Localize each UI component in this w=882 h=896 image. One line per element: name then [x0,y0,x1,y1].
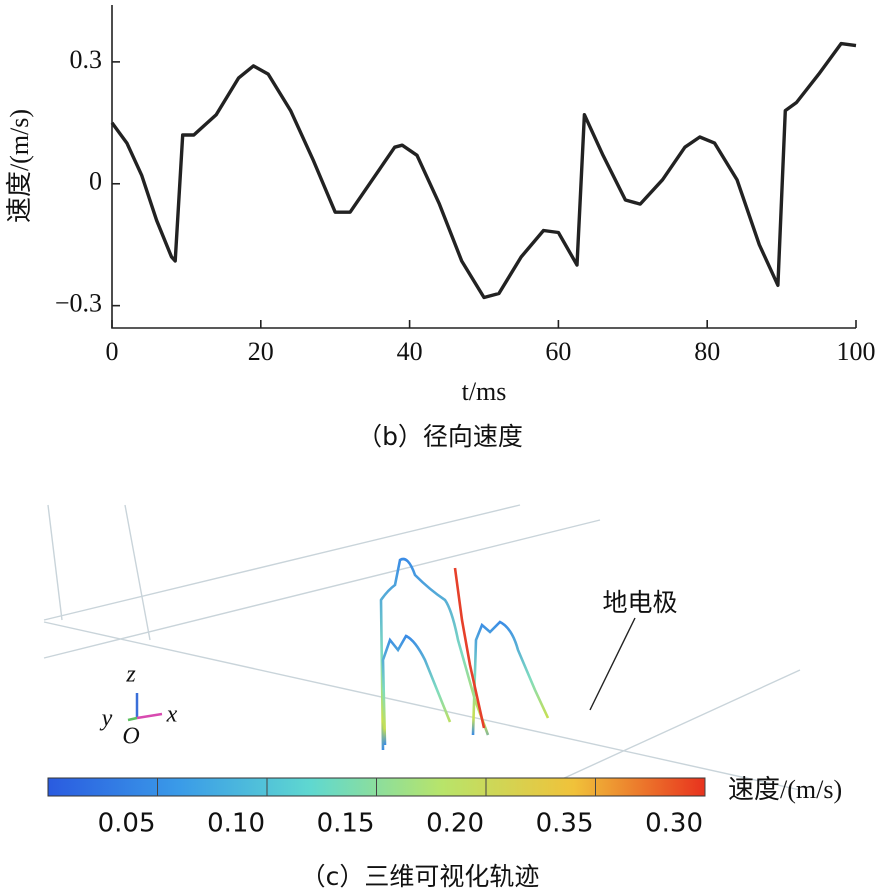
wireframe [43,504,801,791]
colorbar-tick-label: 0.15 [317,809,375,839]
x-tick-label: 80 [694,337,720,366]
colorbar-tick-label: 0.10 [207,809,265,839]
axis-triad [127,693,163,722]
caption: （c）三维可视化轨迹 [301,862,540,891]
y-tick-label: 0.3 [70,45,103,74]
colorbar-tick-label: 0.30 [645,809,703,839]
axis-triad-label: O [122,724,139,750]
annotation: 地电极 [602,588,677,617]
axis-triad-label: y [100,706,113,732]
x-tick-label: 20 [248,337,274,366]
x-tick-label: 40 [397,337,423,366]
colorbar-tick-label: 0.05 [98,809,156,839]
colorbar-tick-label: 0.35 [536,809,594,839]
x-tick-label: 0 [106,337,119,366]
annotation-leader [589,617,636,711]
colorbar-label: 速度/(m/s) [728,775,842,804]
y-tick-label: 0 [89,167,102,196]
trajectories [379,557,550,751]
colorbar-tick-label: 0.20 [426,809,484,839]
caption: （b）径向速度 [357,422,523,451]
x-tick-label: 100 [837,337,876,366]
line-series [110,41,857,300]
y-axis-label: 速度/(m/s) [5,109,34,223]
axes [111,5,856,329]
x-axis-label: t/ms [462,377,507,406]
axis-triad-label: x [166,702,178,728]
y-tick-label: −0.3 [55,289,102,318]
axis-triad-label: z [125,662,136,688]
x-tick-label: 60 [545,337,571,366]
